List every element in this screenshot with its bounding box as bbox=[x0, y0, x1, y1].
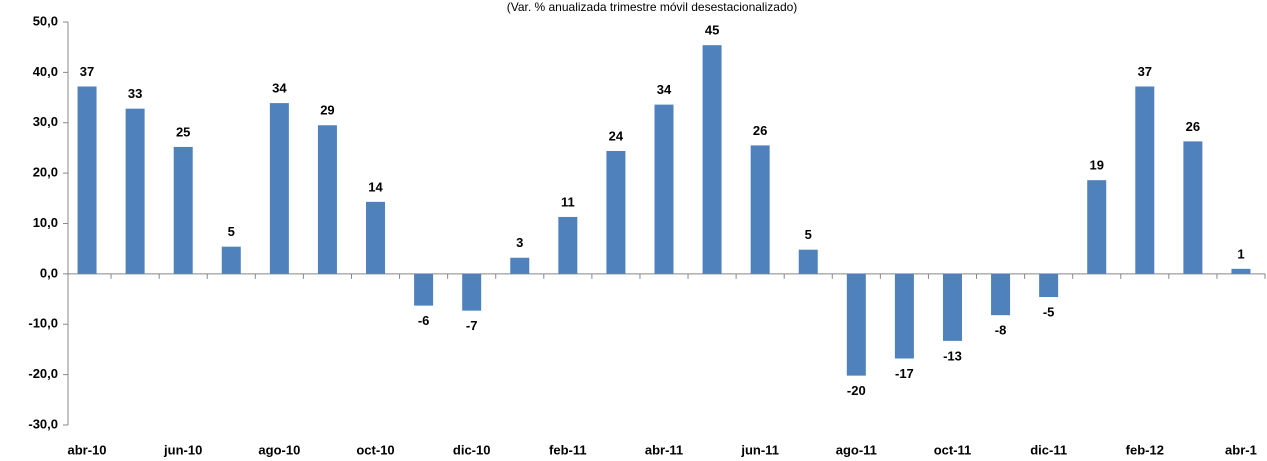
data-label: 5 bbox=[805, 227, 812, 242]
x-tick-label: ago-11 bbox=[836, 442, 877, 457]
bar bbox=[510, 257, 530, 274]
bar bbox=[991, 273, 1011, 316]
bar bbox=[654, 104, 674, 274]
bar bbox=[366, 201, 386, 274]
data-label: 34 bbox=[272, 81, 287, 96]
bar bbox=[173, 146, 193, 274]
data-label: -20 bbox=[847, 383, 866, 398]
data-label: 14 bbox=[368, 179, 383, 194]
data-label: 33 bbox=[128, 86, 142, 101]
data-label: 37 bbox=[80, 64, 94, 79]
y-tick-label: 20,0 bbox=[33, 165, 58, 180]
y-tick-label: -10,0 bbox=[28, 316, 58, 331]
y-tick-label: 30,0 bbox=[33, 114, 58, 129]
bar bbox=[77, 86, 97, 274]
bar bbox=[798, 249, 818, 274]
data-label: 3 bbox=[516, 235, 523, 250]
y-tick-label: 10,0 bbox=[33, 215, 58, 230]
data-label: 5 bbox=[228, 224, 235, 239]
data-label: -8 bbox=[995, 323, 1007, 338]
data-label: 25 bbox=[176, 124, 190, 139]
bar bbox=[558, 216, 578, 274]
bar bbox=[1231, 268, 1251, 274]
y-tick-label: -30,0 bbox=[28, 416, 58, 431]
data-label: -17 bbox=[895, 366, 914, 381]
bar bbox=[221, 246, 241, 274]
bar bbox=[894, 273, 914, 359]
data-label: 24 bbox=[609, 128, 624, 143]
bar bbox=[317, 125, 337, 274]
bar bbox=[846, 273, 866, 376]
x-tick-label: jun-11 bbox=[740, 442, 779, 457]
x-tick-label: dic-10 bbox=[453, 442, 491, 457]
bar bbox=[1039, 273, 1059, 298]
bar bbox=[269, 103, 289, 274]
data-label: 37 bbox=[1138, 64, 1152, 79]
bar bbox=[1135, 86, 1155, 274]
x-tick-label: dic-11 bbox=[1030, 442, 1067, 457]
x-tick-label: feb-11 bbox=[549, 442, 587, 457]
data-label: -7 bbox=[466, 318, 478, 333]
bar bbox=[414, 273, 434, 306]
x-tick-label: abr-11 bbox=[645, 442, 683, 457]
x-tick-label: oct-11 bbox=[934, 442, 972, 457]
data-label: 19 bbox=[1089, 158, 1103, 173]
bar bbox=[1087, 180, 1107, 274]
bar bbox=[942, 273, 962, 341]
x-tick-label: oct-10 bbox=[356, 442, 394, 457]
y-tick-label: 40,0 bbox=[33, 64, 58, 79]
data-label: 26 bbox=[753, 123, 767, 138]
data-label: -5 bbox=[1043, 304, 1055, 319]
bar bbox=[606, 150, 626, 274]
data-label: 29 bbox=[320, 103, 334, 118]
data-label: -13 bbox=[943, 348, 962, 363]
bar bbox=[750, 145, 770, 274]
data-label: -6 bbox=[418, 313, 430, 328]
data-label: 34 bbox=[657, 82, 672, 97]
x-tick-label: feb-12 bbox=[1126, 442, 1164, 457]
x-tick-label: abr-1 bbox=[1225, 442, 1257, 457]
x-tick-label: ago-10 bbox=[258, 442, 300, 457]
bar bbox=[125, 108, 145, 274]
y-tick-label: 50,0 bbox=[33, 13, 58, 28]
x-tick-label: jun-10 bbox=[163, 442, 202, 457]
y-tick-label: -20,0 bbox=[28, 366, 58, 381]
data-label: 45 bbox=[705, 23, 719, 38]
data-label: 1 bbox=[1237, 246, 1244, 261]
chart-subtitle: (Var. % anualizada trimestre móvil deses… bbox=[507, 0, 798, 14]
data-label: 26 bbox=[1186, 119, 1200, 134]
bar bbox=[702, 45, 722, 274]
y-tick-label: 0,0 bbox=[40, 265, 58, 280]
data-label: 11 bbox=[561, 194, 575, 209]
x-tick-label: abr-10 bbox=[68, 442, 107, 457]
bar bbox=[1183, 141, 1203, 274]
bar bbox=[462, 273, 482, 311]
